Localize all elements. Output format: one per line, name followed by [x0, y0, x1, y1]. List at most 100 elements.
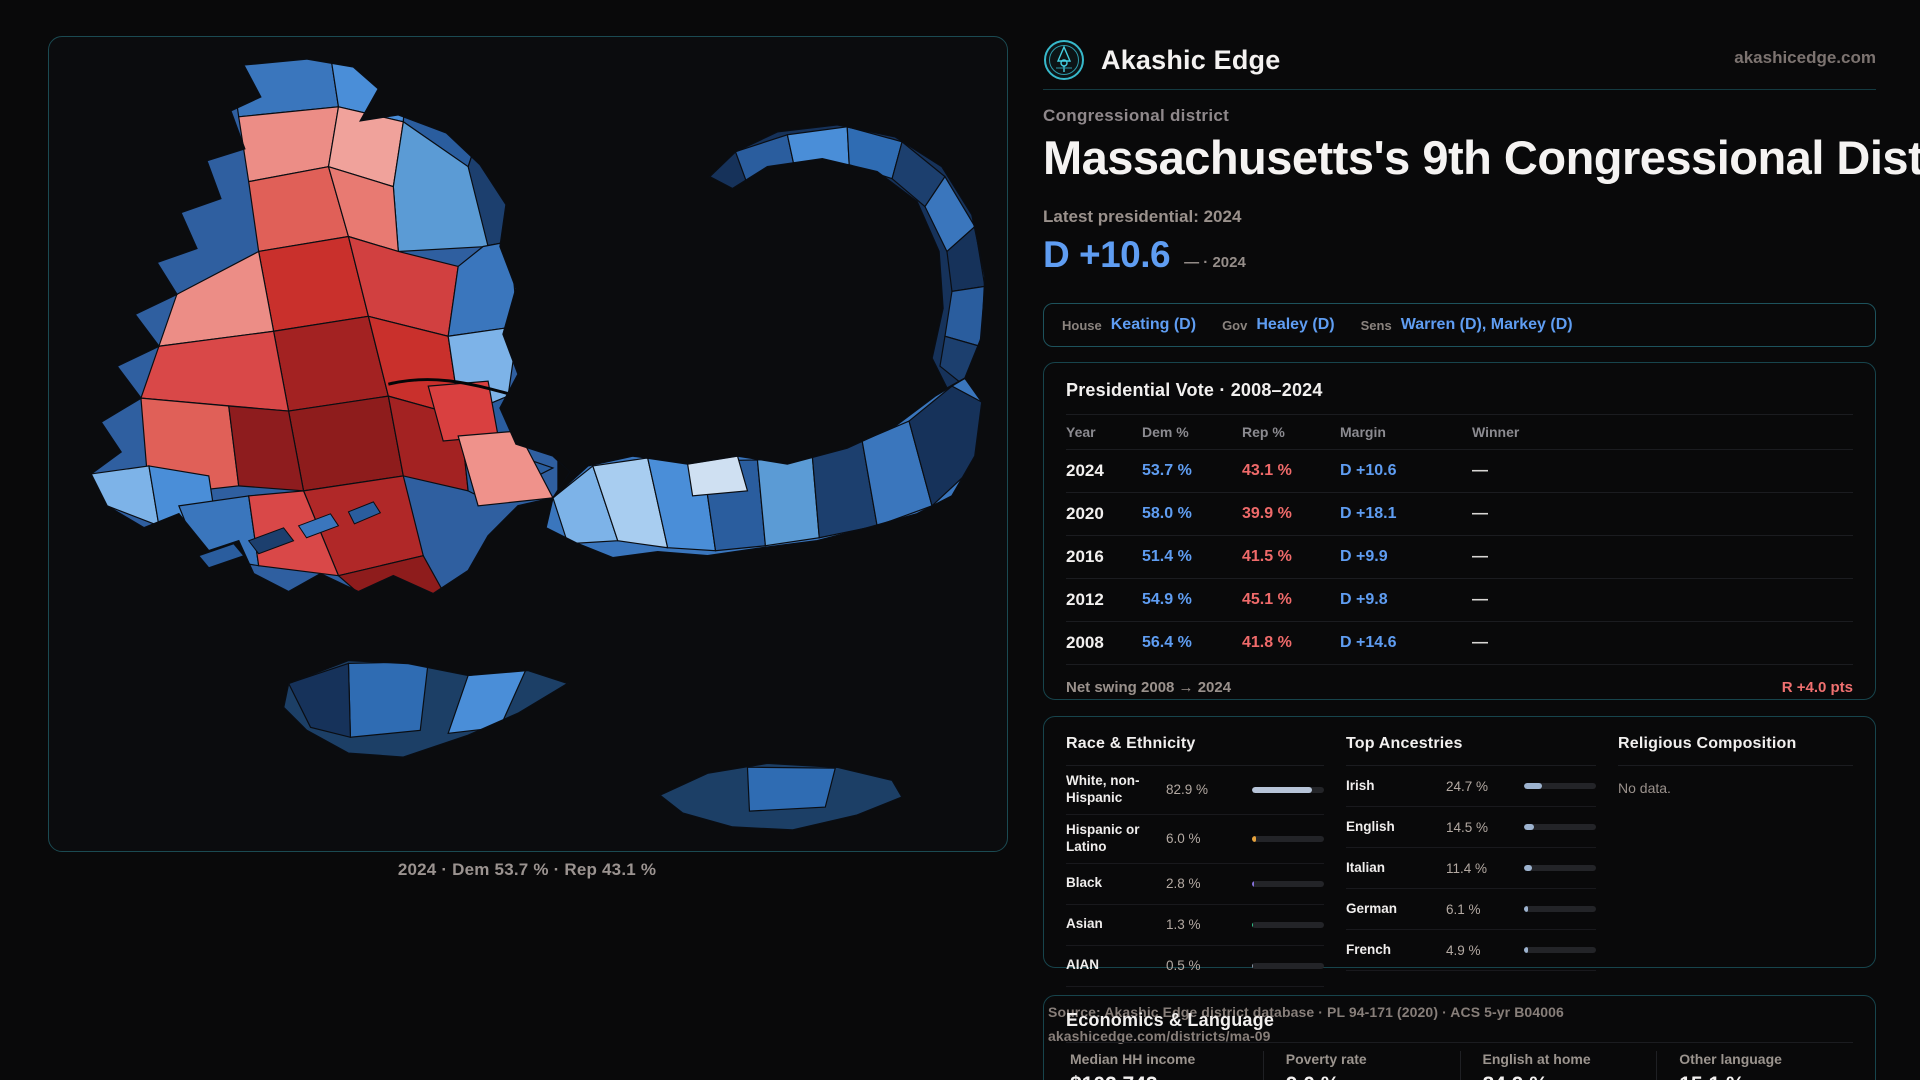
economics-stats: Median HH income $102,743 Poverty rate 9… [1066, 1051, 1853, 1080]
ancestry-bar [1524, 906, 1596, 912]
table-row: 2024 53.7 % 43.1 % D +10.6 — [1066, 449, 1853, 492]
official-name-link[interactable]: Warren (D), Markey (D) [1400, 316, 1573, 333]
table-row: 2012 54.9 % 45.1 % D +9.8 — [1066, 578, 1853, 621]
stat-value: 84.9 % [1483, 1073, 1657, 1080]
table-row: 2016 51.4 % 41.5 % D +9.9 — [1066, 535, 1853, 578]
district-choropleth-map [90, 58, 986, 831]
race-bar [1252, 786, 1324, 793]
stat-median-income: Median HH income $102,743 [1066, 1051, 1263, 1080]
religion-empty-state: No data. [1618, 780, 1671, 796]
cell-year: 2008 [1066, 633, 1104, 652]
margin-row: D +10.6 — · 2024 [1043, 234, 1246, 276]
ancestry-bar [1524, 824, 1596, 830]
list-item: German 6.1 % [1346, 889, 1596, 930]
net-swing-label: Net swing 2008 → 2024 [1066, 679, 1232, 696]
col-dem: Dem % [1142, 424, 1189, 440]
race-bar [1252, 921, 1324, 928]
list-item: Black 2.8 % [1066, 864, 1324, 905]
ancestry-bar [1524, 947, 1596, 953]
official-name-link[interactable]: Keating (D) [1110, 316, 1197, 333]
ancestry-label: English [1346, 818, 1395, 834]
list-item: English 14.5 % [1346, 807, 1596, 848]
net-swing-row: Net swing 2008 → 2024 R +4.0 pts [1066, 664, 1853, 696]
cell-winner: — [1472, 548, 1488, 565]
cell-rep: 39.9 % [1242, 505, 1292, 522]
ancestry-label: French [1346, 941, 1392, 957]
race-value: 82.9 % [1166, 782, 1209, 798]
official-sens: Sens Warren (D), Markey (D) [1361, 316, 1573, 334]
race-value: 6.0 % [1166, 831, 1201, 847]
race-value: 2.8 % [1166, 876, 1201, 891]
ancestry-label: German [1346, 900, 1398, 916]
district-kicker: Congressional district [1043, 106, 1230, 125]
elizabeth-islands [197, 501, 382, 569]
list-item: Irish 24.7 % [1346, 766, 1596, 807]
ancestry-value: 11.4 % [1446, 860, 1488, 876]
official-role-label: House [1062, 317, 1102, 333]
race-title: Race & Ethnicity [1066, 735, 1196, 752]
stat-label: Median HH income [1070, 1051, 1196, 1067]
col-rep: Rep % [1242, 424, 1285, 440]
stat-label: English at home [1482, 1051, 1591, 1067]
divider [1618, 765, 1853, 766]
list-item: AIAN 0.5 % [1066, 946, 1324, 987]
official-gov: Gov Healey (D) [1222, 316, 1335, 334]
ancestries-section: Top Ancestries Irish 24.7 % English 14.5… [1346, 735, 1596, 987]
site-domain: akashicedge.com [1734, 48, 1876, 67]
religion-title: Religious Composition [1618, 735, 1797, 752]
brand-name: Akashic Edge [1101, 44, 1281, 75]
officials-bar: House Keating (D) Gov Healey (D) Sens Wa… [1043, 303, 1876, 347]
stat-value: 9.0 % [1286, 1073, 1460, 1080]
race-label: Asian [1066, 916, 1103, 932]
economics-card: Economics & Language Median HH income $1… [1043, 995, 1876, 1080]
cell-winner: — [1472, 462, 1488, 479]
ancestry-value: 14.5 % [1446, 819, 1489, 835]
cell-dem: 53.7 % [1142, 462, 1192, 479]
akashic-emblem-icon [1044, 40, 1084, 80]
cell-rep: 41.5 % [1242, 548, 1292, 565]
cell-margin: D +9.8 [1340, 591, 1388, 608]
marthas-vineyard-precincts [283, 660, 568, 758]
divider [1066, 414, 1853, 415]
cell-dem: 51.4 % [1142, 548, 1192, 565]
cell-margin: D +10.6 [1340, 462, 1397, 479]
race-value: 1.3 % [1166, 917, 1201, 932]
outer-cape-precincts [709, 124, 985, 389]
official-name-link[interactable]: Healey (D) [1256, 316, 1335, 333]
race-label: White, non-Hispanic [1066, 773, 1140, 805]
divider [1066, 765, 1324, 766]
race-bar [1252, 835, 1324, 842]
district-map-panel[interactable] [48, 36, 1008, 852]
cell-margin: D +18.1 [1340, 505, 1397, 522]
divider [1346, 765, 1596, 766]
cell-winner: — [1472, 591, 1488, 608]
ancestry-label: Italian [1346, 859, 1386, 875]
margin-value: D +10.6 [1043, 234, 1171, 275]
cell-dem: 54.9 % [1142, 591, 1192, 608]
divider [1066, 1042, 1853, 1043]
cell-winner: — [1472, 505, 1488, 522]
stat-value: 15.1 % [1679, 1073, 1853, 1080]
economics-title: Economics & Language [1066, 1010, 1275, 1030]
presidential-vote-card: Presidential Vote · 2008–2024 Year Dem %… [1043, 362, 1876, 700]
map-caption: 2024 · Dem 53.7 % · Rep 43.1 % [397, 860, 657, 879]
race-bar [1252, 962, 1324, 969]
official-role-label: Gov [1222, 317, 1248, 333]
stat-english-at-home: English at home 84.9 % [1459, 1051, 1657, 1080]
ancestry-label: Irish [1346, 777, 1375, 793]
source-link[interactable]: akashicedge.com/districts/ma-09 [1048, 1028, 1271, 1044]
list-item: Hispanic or Latino 6.0 % [1066, 815, 1324, 864]
cell-winner: — [1472, 634, 1488, 651]
ancestry-value: 6.1 % [1446, 901, 1481, 917]
net-swing-value: R +4.0 pts [1781, 679, 1853, 696]
cell-year: 2020 [1066, 504, 1104, 523]
race-label: Hispanic or Latino [1066, 821, 1140, 854]
stat-poverty-rate: Poverty rate 9.0 % [1262, 1051, 1460, 1080]
brand-header: Akashic Edge [1043, 34, 1280, 86]
list-item: Italian 11.4 % [1346, 848, 1596, 889]
race-label: Black [1066, 875, 1103, 891]
header-divider [1043, 89, 1876, 90]
cell-dem: 58.0 % [1142, 505, 1192, 522]
cell-year: 2016 [1066, 547, 1104, 566]
